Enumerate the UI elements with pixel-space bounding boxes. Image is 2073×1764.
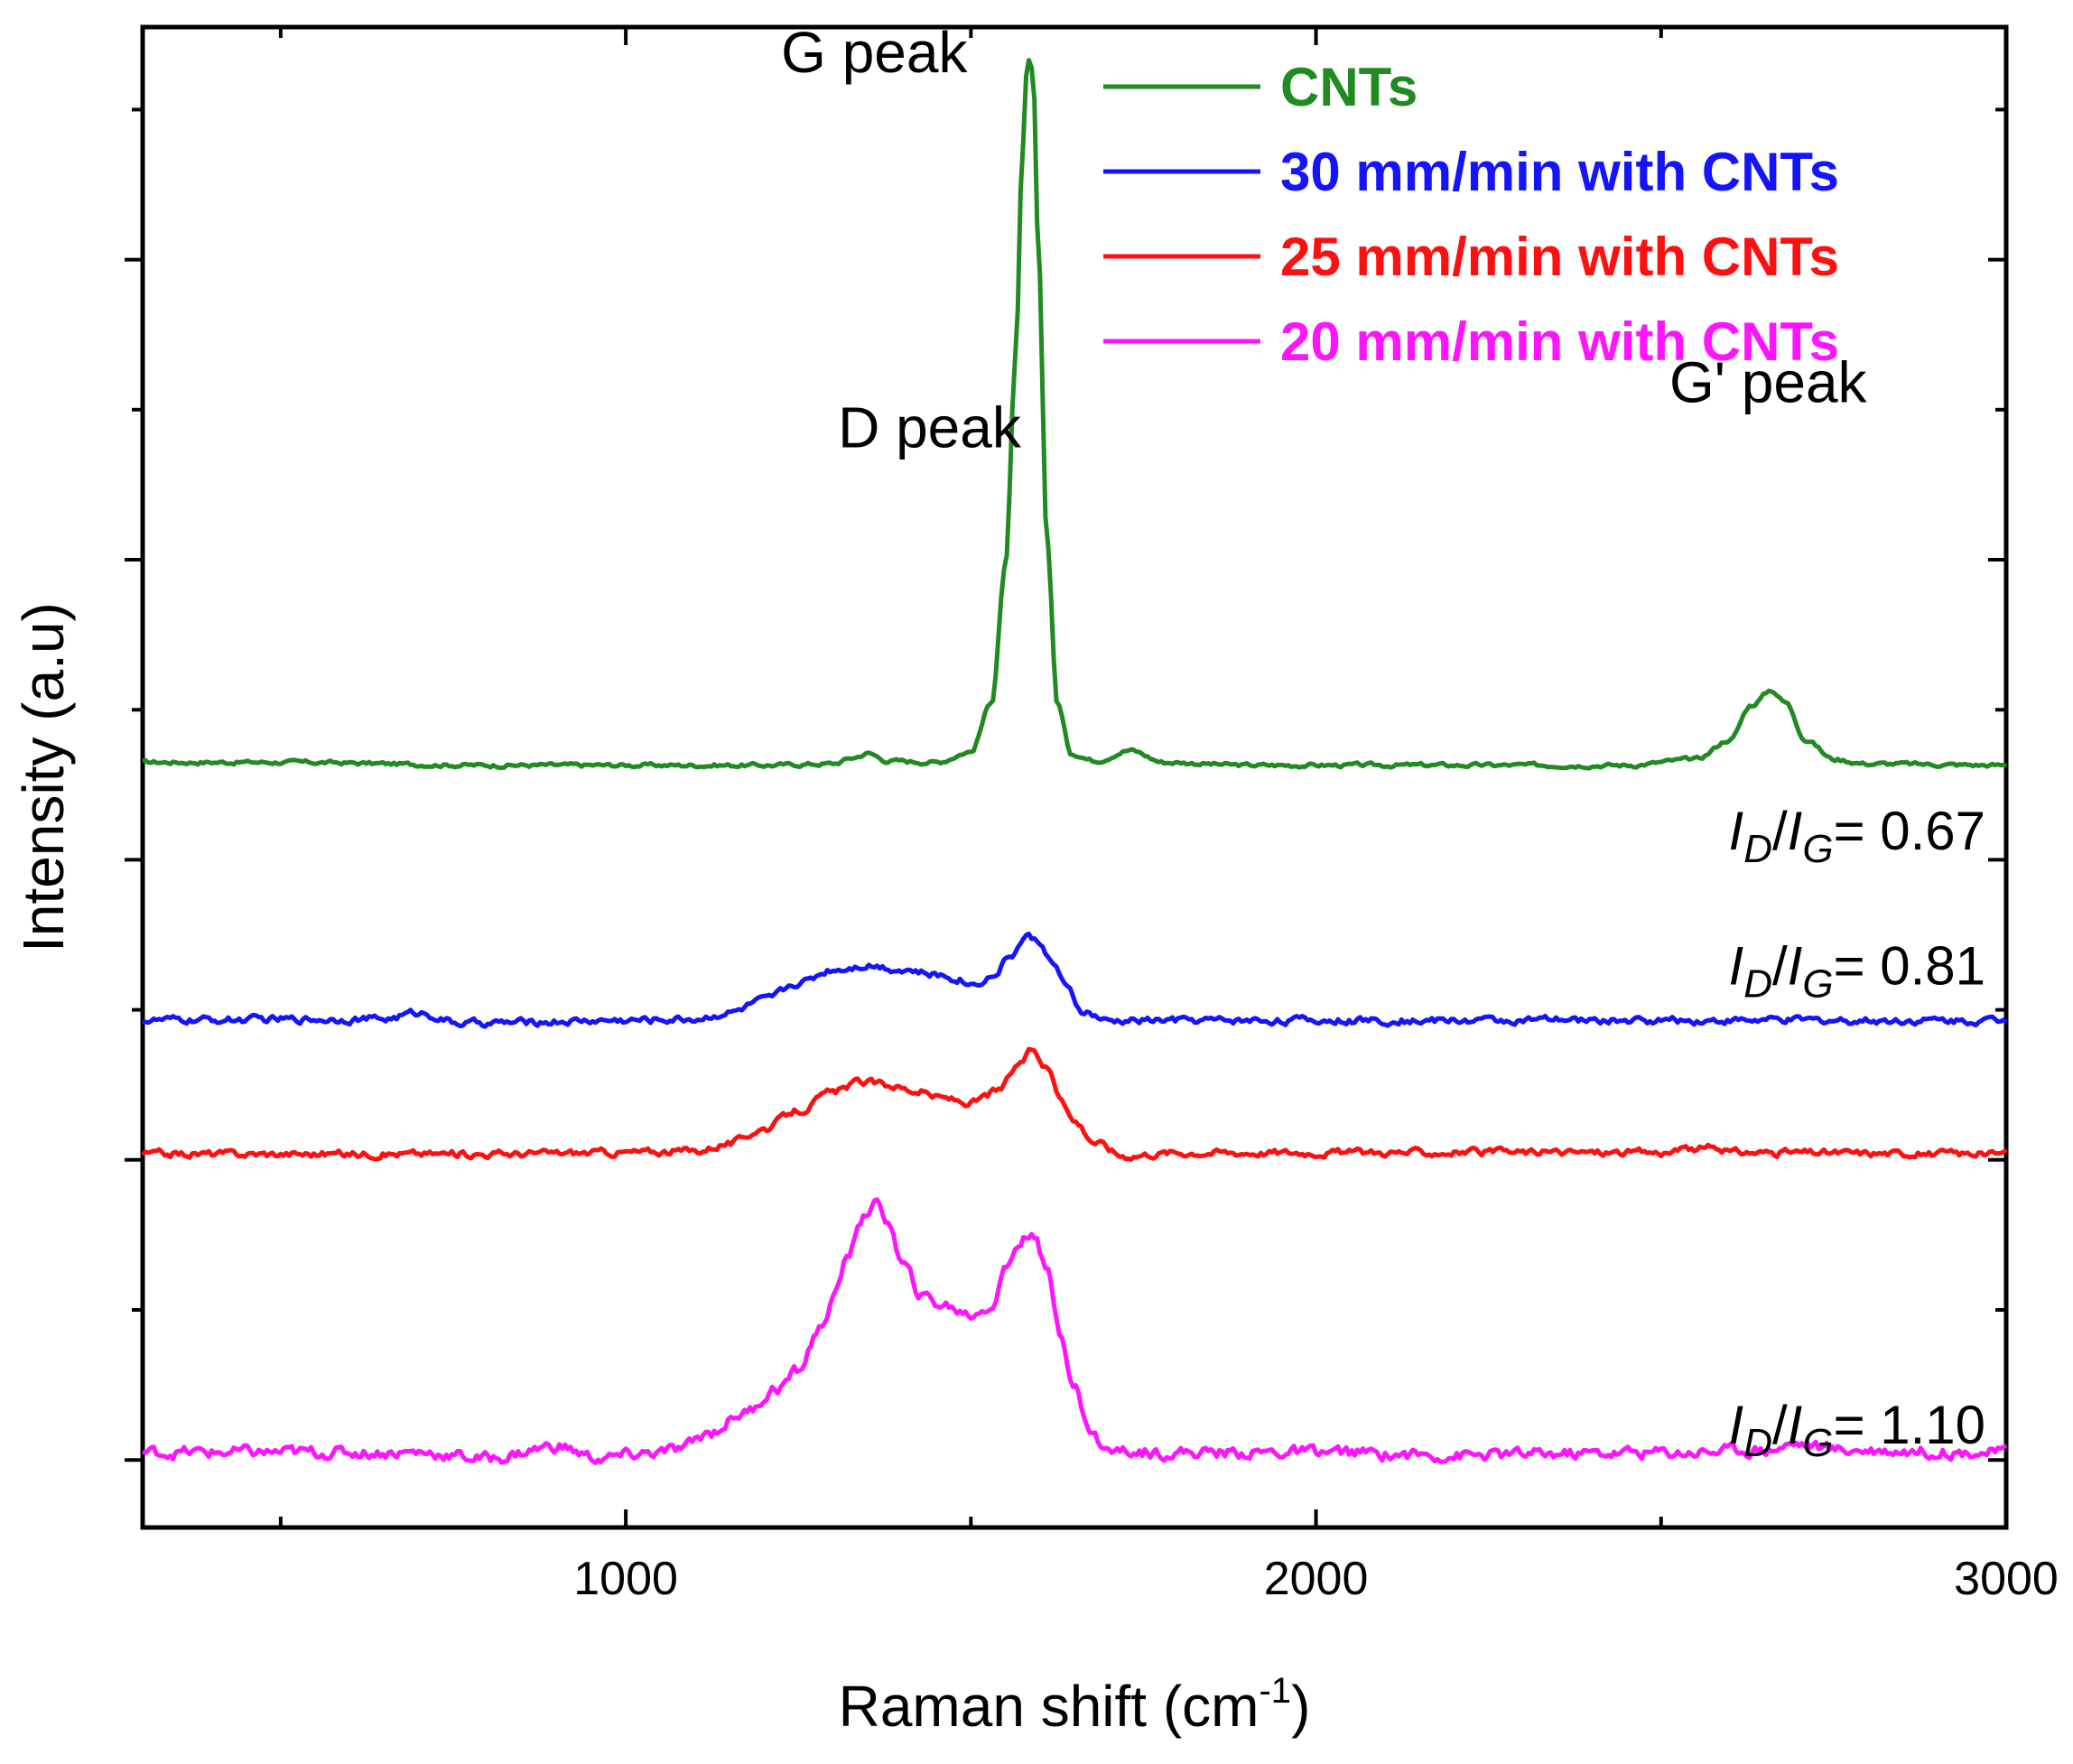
x-tick-labels: 1000 2000 3000 [573, 1553, 2059, 1605]
legend: CNTs 30 mm/min with CNTs 25 mm/min with CN… [1103, 57, 1839, 372]
plot-frame [140, 24, 2009, 1530]
y-axis-label: Intensity (a.u) [11, 602, 76, 952]
ratio-label: ID/IG= 0.81 [1729, 935, 1986, 1006]
ratio-part: I [1788, 801, 1803, 861]
peak-annotations: G peak D peak G' peak [781, 20, 1867, 460]
series-line [142, 58, 2007, 771]
axis-ticks [125, 27, 2008, 1527]
x-axis-label-main: Raman shift (cm [839, 1674, 1260, 1739]
ratio-label: ID/IG= 0.67 [1729, 801, 1986, 871]
legend-label: CNTs [1280, 57, 1418, 117]
series-layer [141, 58, 2008, 1465]
ratio-part: G [1802, 827, 1833, 871]
ratio-part: D [1743, 827, 1772, 871]
series-line [142, 1197, 2008, 1465]
ratio-part: I [1788, 1395, 1803, 1455]
series-line [141, 1046, 2008, 1162]
ratio-part: / [1772, 1395, 1788, 1455]
ratio-part: / [1772, 801, 1788, 861]
x-axis-label: Raman shift (cm-1) [839, 1671, 1311, 1739]
ratio-part: G [1802, 1421, 1833, 1465]
ratio-part: = 0.67 [1834, 801, 1986, 861]
peak-annotation: G peak [781, 20, 968, 85]
x-axis-label-close: ) [1291, 1674, 1310, 1739]
ratio-part: = 1.10 [1834, 1395, 1986, 1455]
ratio-part: I [1729, 1395, 1744, 1455]
x-tick-label: 1000 [573, 1553, 678, 1605]
ratio-part: D [1743, 1421, 1772, 1465]
ratio-part: I [1788, 935, 1803, 996]
peak-annotation: D peak [838, 395, 1022, 460]
ratio-part: I [1729, 935, 1744, 996]
ratio-label: ID/IG= 1.10 [1729, 1395, 1986, 1465]
peak-annotation: G' peak [1669, 350, 1868, 415]
x-tick-label: 3000 [1954, 1553, 2059, 1605]
ratio-part: D [1743, 961, 1772, 1006]
legend-label: 25 mm/min with CNTs [1280, 227, 1839, 287]
x-axis-label-superscript: -1 [1259, 1671, 1291, 1711]
ratio-part: / [1772, 935, 1788, 996]
ratio-part: G [1802, 961, 1833, 1006]
series-line [142, 931, 2008, 1029]
ratio-part: I [1729, 801, 1744, 861]
x-tick-label: 2000 [1264, 1553, 1369, 1605]
ratio-part: = 0.81 [1834, 935, 1986, 996]
legend-label: 20 mm/min with CNTs [1280, 311, 1839, 372]
legend-label: 30 mm/min with CNTs [1280, 142, 1839, 202]
